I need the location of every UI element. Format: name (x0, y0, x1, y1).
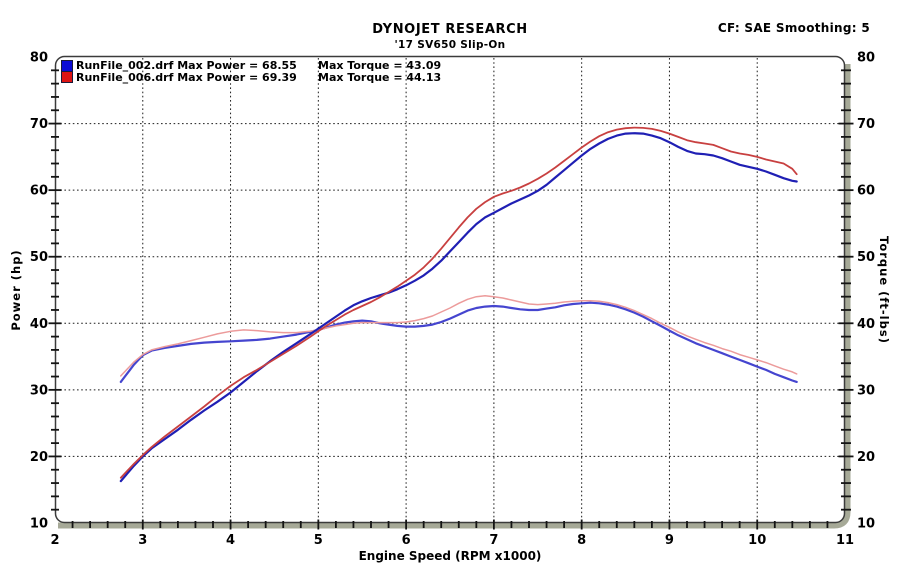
right-axis-tick-label: 40 (857, 317, 875, 332)
axis-shadow-bar (58, 64, 851, 529)
left-axis-tick-label: 70 (30, 117, 48, 132)
correction-smoothing-info: CF: SAE Smoothing: 5 (717, 21, 870, 35)
legend-row-runfile-006: RunFile_006.drf Max Power = 69.39 Max To… (61, 70, 442, 84)
legend-torque-label-002: Max Torque = 43.09 (318, 59, 442, 73)
x-axis-tick-label: 11 (836, 533, 854, 548)
right-y-axis-label: Torque (ft-lbs) (877, 236, 891, 344)
left-axis-tick-label: 60 (30, 184, 48, 199)
series-runfile-002-torque (119, 301, 798, 383)
chart-subtitle: '17 SV650 Slip-On (394, 39, 506, 51)
right-axis-tick-label: 60 (857, 184, 875, 199)
series-runfile-002-power (119, 132, 798, 483)
legend-power-label-002: RunFile_002.drf Max Power = 68.55 (76, 59, 297, 73)
legend-swatch-blue (61, 59, 73, 72)
legend-swatch-red (61, 71, 73, 84)
x-axis-tick-label: 6 (402, 533, 411, 548)
left-axis-tick-label: 20 (30, 450, 48, 465)
left-axis-tick-label: 50 (30, 250, 48, 265)
x-axis-tick-label: 7 (489, 533, 498, 548)
x-axis-tick-label: 10 (748, 533, 766, 548)
legend-row-runfile-002: RunFile_002.drf Max Power = 68.55 Max To… (61, 59, 442, 73)
x-axis-tick-label: 5 (314, 533, 323, 548)
x-axis-label: Engine Speed (RPM x1000) (358, 549, 542, 563)
x-axis-tick-label: 4 (226, 533, 235, 548)
x-axis-tick-label: 3 (138, 533, 147, 548)
x-axis-tick-label: 2 (50, 533, 59, 548)
legend-power-label-006: RunFile_006.drf Max Power = 69.39 (76, 70, 297, 84)
plot-frame (54, 55, 846, 524)
left-axis-tick-label: 40 (30, 317, 48, 332)
chart-title: DYNOJET RESEARCH (372, 22, 528, 37)
legend: RunFile_002.drf Max Power = 68.55 Max To… (61, 59, 442, 84)
left-axis-tick-label: 30 (30, 383, 48, 398)
x-axis-tick-label: 9 (665, 533, 674, 548)
series-runfile-006-torque (120, 295, 798, 377)
right-axis-tick-label: 10 (857, 517, 875, 532)
right-axis-tick-label: 70 (857, 117, 875, 132)
left-y-axis-label: Power (hp) (9, 249, 23, 331)
right-axis-tick-label: 80 (857, 51, 875, 66)
x-axis-tick-label: 8 (577, 533, 586, 548)
right-axis-tick-label: 50 (857, 250, 875, 265)
legend-torque-label-006: Max Torque = 44.13 (318, 70, 442, 84)
right-axis-tick-label: 30 (857, 383, 875, 398)
left-axis-tick-label: 80 (30, 51, 48, 66)
right-axis-tick-label: 20 (857, 450, 875, 465)
left-axis-tick-label: 10 (30, 517, 48, 532)
series-runfile-006-power (119, 126, 798, 479)
